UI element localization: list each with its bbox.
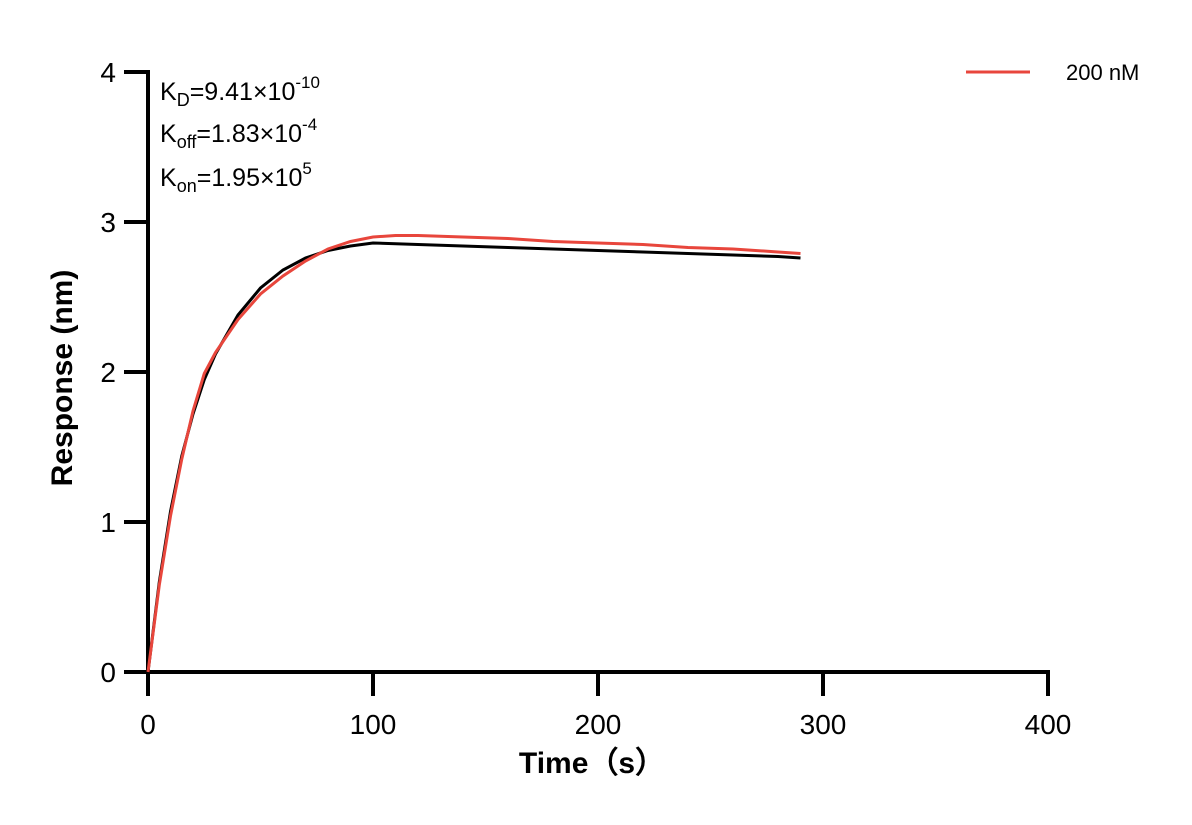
kd-annotation: KD=9.41×10-10 (160, 73, 320, 110)
koff-annotation: Koff=1.83×10-4 (160, 115, 317, 152)
x-axis-title: Time（s） (519, 746, 665, 780)
y-tick-label: 2 (100, 357, 116, 388)
series-line-200nm (146, 234, 801, 673)
x-tick-label: 400 (1025, 709, 1072, 740)
x-tick-label: 0 (140, 709, 156, 740)
fit-curve (146, 241, 801, 673)
legend: 200 nM (966, 60, 1139, 85)
y-axis-ticks: 0 1 2 3 4 (100, 57, 148, 688)
y-tick-label: 3 (100, 207, 116, 238)
y-axis-title: Response (nm) (46, 270, 79, 487)
kon-annotation: Kon=1.95×105 (160, 159, 312, 196)
x-tick-label: 100 (350, 709, 397, 740)
y-tick-label: 1 (100, 507, 116, 538)
legend-label-200nm: 200 nM (1066, 60, 1139, 85)
y-tick-label: 0 (100, 657, 116, 688)
x-tick-label: 300 (800, 709, 847, 740)
x-tick-label: 200 (575, 709, 622, 740)
y-tick-label: 4 (100, 57, 116, 88)
x-axis-ticks: 0 100 200 300 400 (140, 672, 1071, 740)
